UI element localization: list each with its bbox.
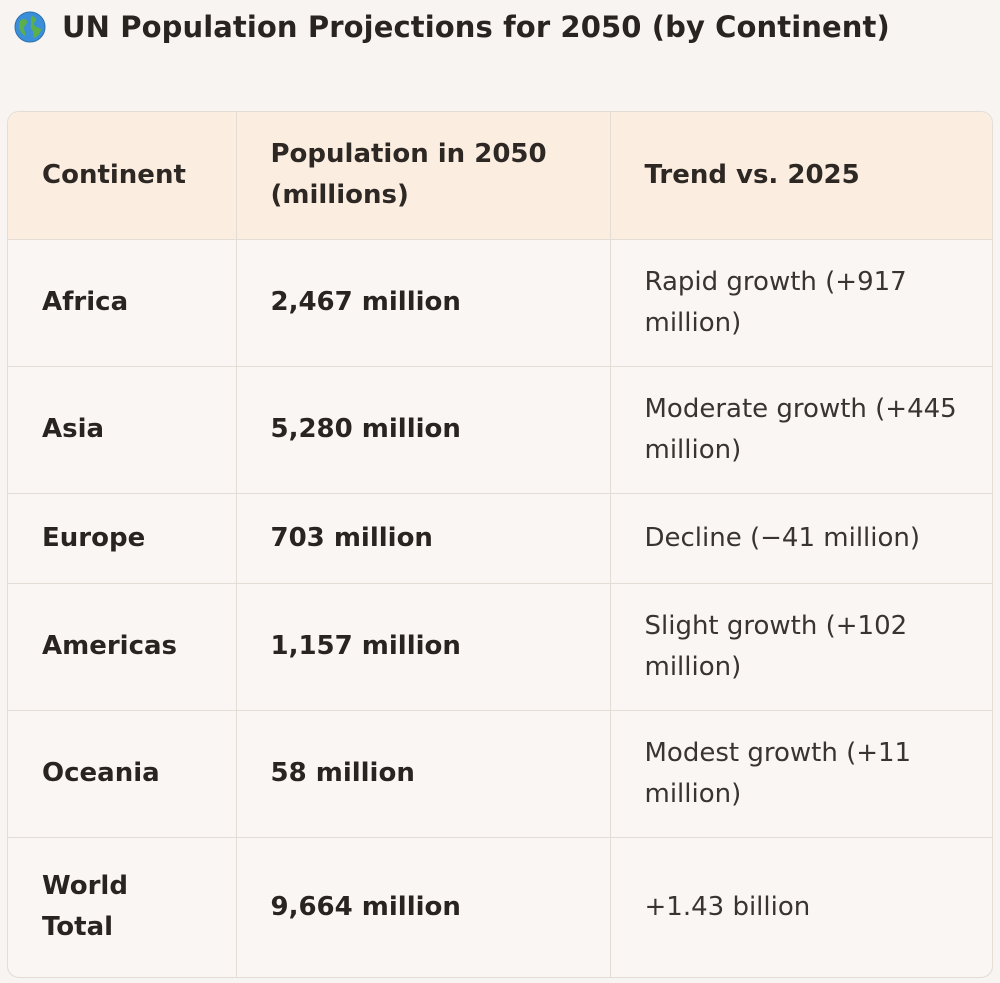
trend-cell: Modest growth (+11 million) [610, 710, 992, 838]
continent-cell: Africa [8, 239, 237, 367]
population-cell: 9,664 million [236, 837, 611, 977]
population-cell: 5,280 million [236, 366, 611, 494]
trend-cell: Rapid growth (+917 million) [610, 239, 992, 367]
table-row: Africa 2,467 million Rapid growth (+917 … [8, 239, 992, 367]
title-row: UN Population Projections for 2050 (by C… [14, 2, 890, 52]
continent-cell: Oceania [8, 710, 237, 838]
column-header-population: Population in 2050 (millions) [236, 112, 611, 240]
continent-cell: Americas [8, 583, 237, 711]
table-row: Oceania 58 million Modest growth (+11 mi… [8, 710, 992, 838]
globe-icon [14, 11, 46, 43]
table-header-row: Continent Population in 2050 (millions) … [8, 112, 992, 240]
population-cell: 58 million [236, 710, 611, 838]
population-cell: 1,157 million [236, 583, 611, 711]
trend-cell: Moderate growth (+445 million) [610, 366, 992, 494]
column-header-trend: Trend vs. 2025 [610, 112, 992, 240]
table-row: Asia 5,280 million Moderate growth (+445… [8, 366, 992, 494]
page-title: UN Population Projections for 2050 (by C… [62, 10, 890, 44]
table-row: Europe 703 million Decline (−41 million) [8, 493, 992, 584]
population-cell: 2,467 million [236, 239, 611, 367]
population-cell: 703 million [236, 493, 611, 584]
trend-cell: +1.43 billion [644, 891, 811, 922]
table-row: Americas 1,157 million Slight growth (+1… [8, 583, 992, 711]
continent-cell: Asia [8, 366, 237, 494]
population-table: Continent Population in 2050 (millions) … [7, 111, 993, 978]
continent-cell: Europe [8, 493, 237, 584]
trend-cell: Slight growth (+102 million) [610, 583, 992, 711]
column-header-continent: Continent [8, 112, 237, 240]
table-row-total: World Total 9,664 million +1.43 billion [8, 837, 992, 977]
trend-cell: Decline (−41 million) [610, 493, 992, 584]
continent-cell: World Total [8, 837, 237, 977]
